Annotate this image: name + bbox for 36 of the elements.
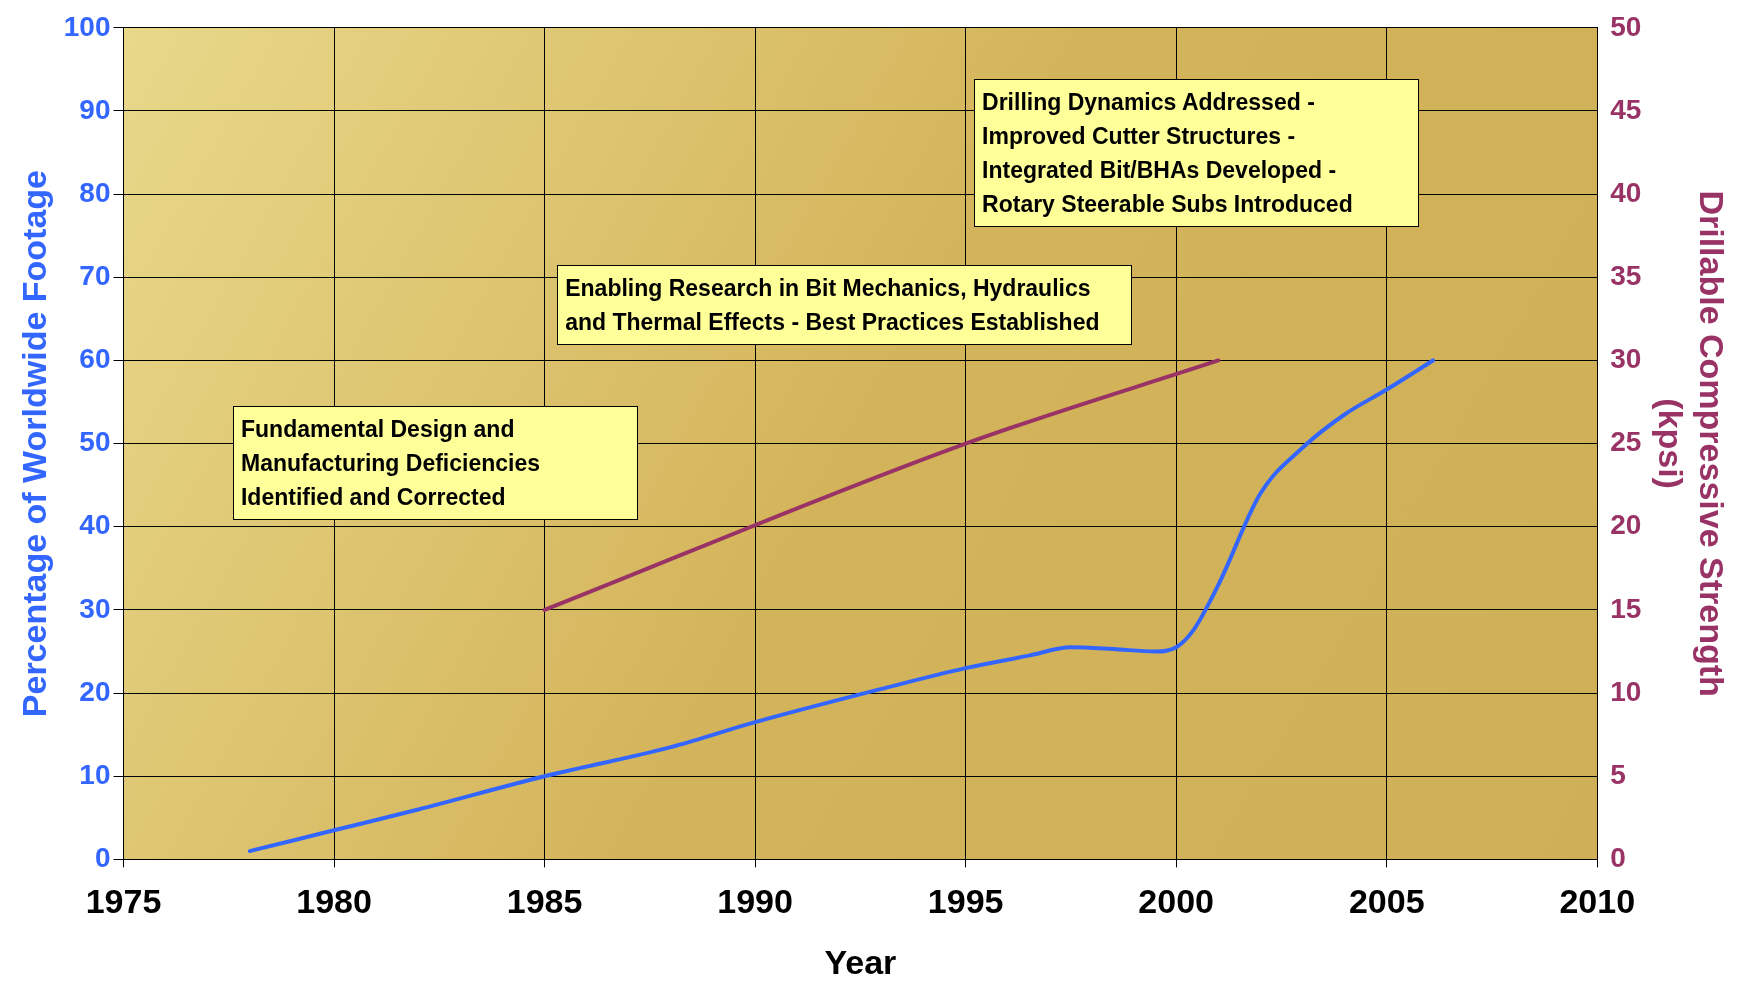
y2-tick-label: 10 bbox=[1610, 675, 1642, 707]
y-tick-label: 100 bbox=[63, 10, 111, 42]
x-tick-label: 1975 bbox=[85, 882, 162, 921]
y-tick-label: 70 bbox=[79, 260, 111, 291]
y2-tick-label: 50 bbox=[1610, 10, 1642, 42]
x-tick-label: 1980 bbox=[296, 882, 372, 921]
y2-tick-label: 5 bbox=[1610, 758, 1626, 790]
y-tick-label: 80 bbox=[79, 176, 111, 208]
note-box: Enabling Research in Bit Mechanics, Hydraulics and Thermal Effects - Best Practices Established bbox=[557, 264, 1133, 345]
x-tick-label: 2000 bbox=[1138, 882, 1215, 921]
note-box: Fundamental Design and Manufacturing Deficiencies Identified and Corrected bbox=[233, 406, 638, 521]
x-tick-label: 2005 bbox=[1348, 882, 1425, 921]
y-tick-label: 90 bbox=[79, 93, 111, 125]
y-tick-label: 50 bbox=[79, 426, 111, 458]
y2-tick-label: 35 bbox=[1610, 260, 1642, 291]
y2-tick-label: 30 bbox=[1610, 343, 1642, 375]
y2-tick-label: 15 bbox=[1610, 592, 1642, 624]
x-tick-label: 1985 bbox=[506, 882, 583, 921]
y-tick-label: 40 bbox=[79, 509, 111, 541]
x-tick-label: 2010 bbox=[1559, 882, 1636, 921]
y-tick-label: 0 bbox=[94, 842, 111, 874]
y-axis-title: Percentage of Worldwide Footage bbox=[14, 169, 53, 718]
y2-axis-title: Drillable Compressive Strength (kpsi) bbox=[1652, 190, 1732, 697]
note-box: Drilling Dynamics Addressed - Improved Cutter Structures - Integrated Bit/BHAs Developed - Rotary Steerable Subs Introduced bbox=[974, 79, 1420, 228]
y2-tick-label: 45 bbox=[1610, 93, 1642, 125]
x-axis-title: Year bbox=[824, 942, 897, 981]
x-tick-label: 1990 bbox=[717, 882, 793, 921]
y2-tick-label: 40 bbox=[1610, 176, 1642, 208]
y-tick-label: 60 bbox=[79, 343, 111, 375]
y-tick-label: 20 bbox=[79, 675, 111, 707]
y2-tick-label: 20 bbox=[1610, 509, 1642, 541]
y2-tick-label: 0 bbox=[1610, 842, 1626, 874]
y-tick-label: 30 bbox=[79, 592, 111, 624]
x-tick-label: 1995 bbox=[927, 882, 1004, 921]
y2-tick-label: 25 bbox=[1610, 426, 1642, 458]
y-tick-label: 10 bbox=[79, 758, 111, 790]
